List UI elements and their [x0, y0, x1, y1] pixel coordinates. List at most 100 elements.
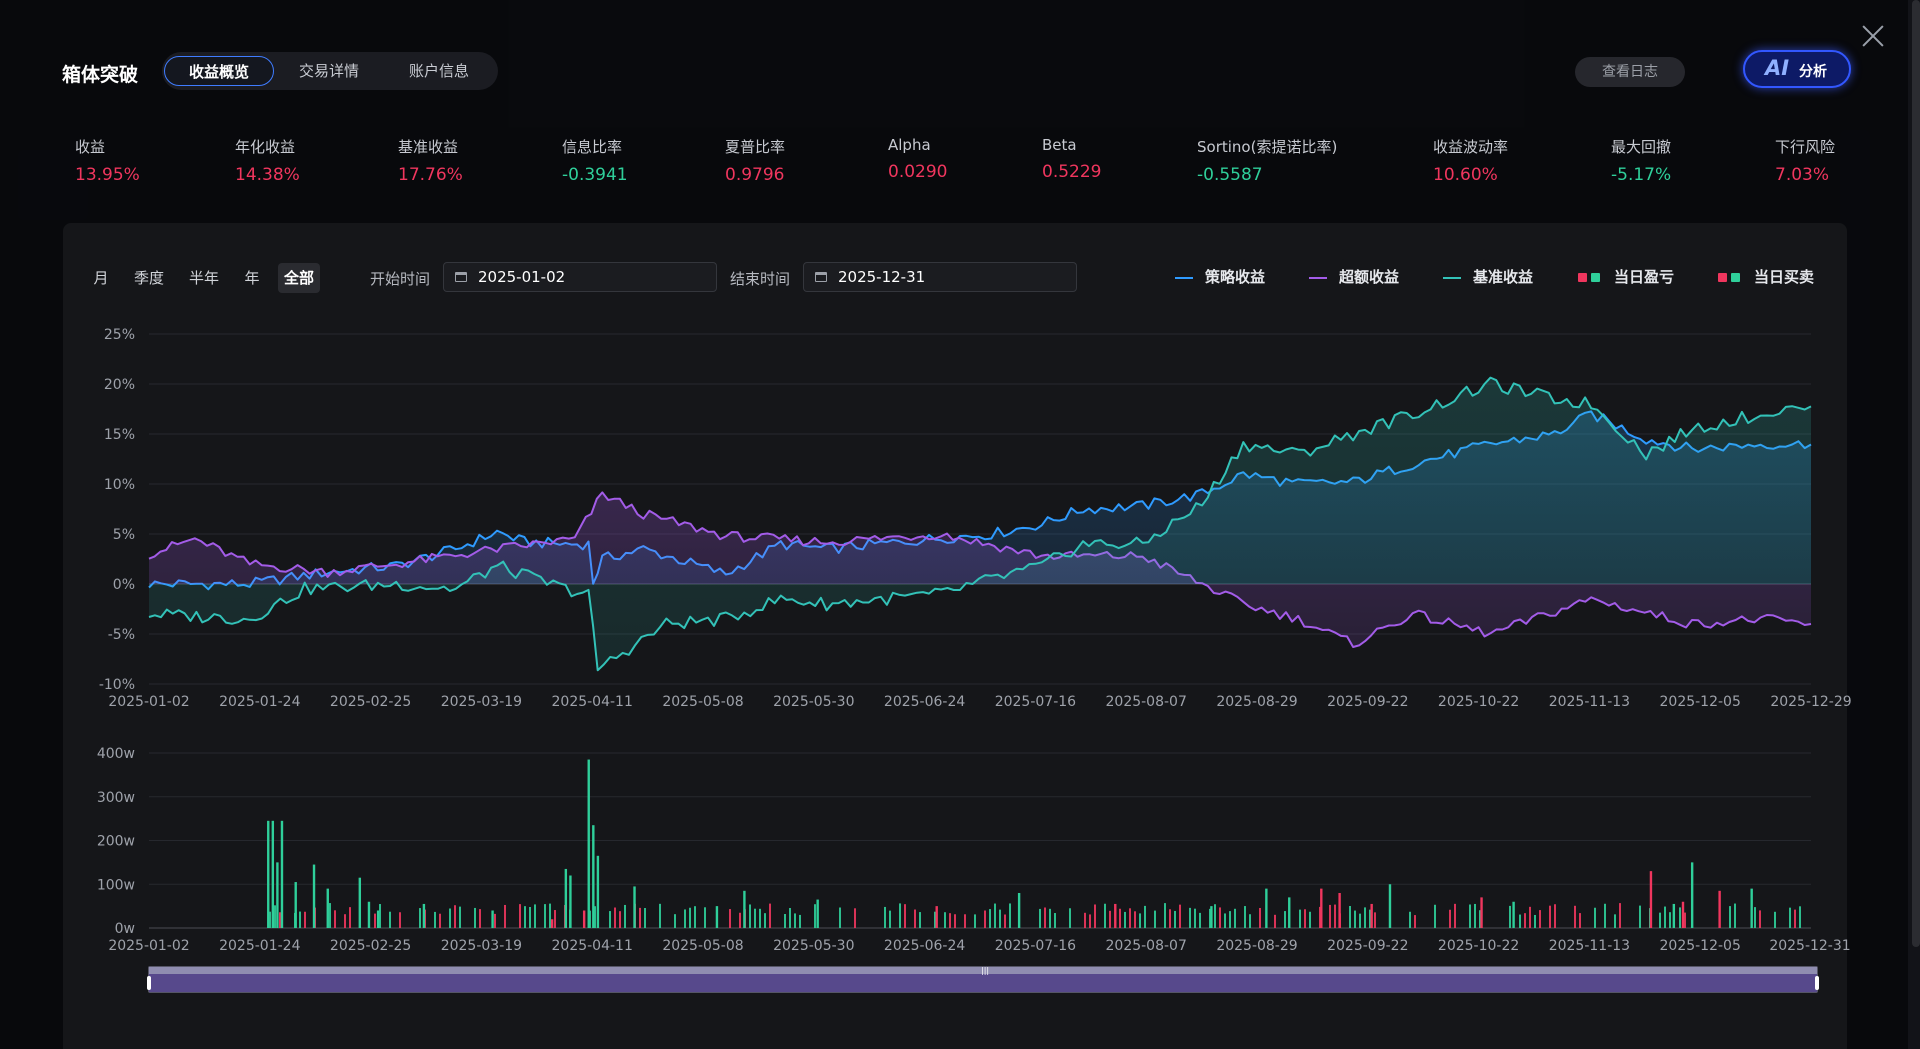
- metric-value: 7.03%: [1775, 165, 1830, 185]
- down-swatch: [1731, 273, 1740, 282]
- daily-bar: [999, 909, 1001, 928]
- trade-bar: [715, 906, 719, 928]
- x-tick-label: 2025-11-13: [1549, 938, 1630, 954]
- daily-bar: [789, 908, 791, 928]
- x-tick-label: 2025-12-29: [1770, 694, 1851, 710]
- period-quarter[interactable]: 季度: [133, 269, 164, 287]
- daily-bar: [1164, 903, 1166, 928]
- legend-excess-return[interactable]: 超额收益: [1309, 266, 1399, 288]
- trade-bar: [582, 910, 586, 928]
- daily-bar: [1734, 903, 1736, 928]
- daily-bar: [1009, 903, 1011, 928]
- metric-value: -0.5587: [1197, 165, 1263, 185]
- metric-beta: Beta 0.5229: [1042, 136, 1101, 182]
- daily-bar: [839, 907, 841, 928]
- daily-bar: [934, 911, 936, 928]
- trade-bar: [1017, 893, 1021, 928]
- daily-bar: [1244, 906, 1246, 928]
- legend-benchmark-return[interactable]: 基准收益: [1443, 266, 1533, 288]
- metric-downside-risk: 下行风险 7.03%: [1775, 136, 1835, 185]
- daily-bar: [884, 906, 886, 928]
- x-tick-label: 2025-09-22: [1327, 938, 1408, 954]
- daily-bar: [1664, 906, 1666, 928]
- ai-analysis-button[interactable]: AI 分析: [1743, 50, 1851, 88]
- daily-bar: [1364, 907, 1366, 928]
- metric-value: 17.76%: [398, 165, 463, 185]
- daily-bar: [684, 909, 686, 928]
- metric-benchmark-return: 基准收益 17.76%: [398, 136, 463, 185]
- daily-bar: [1179, 904, 1181, 928]
- daily-bar: [1754, 907, 1756, 928]
- daily-bar: [1409, 911, 1411, 928]
- daily-bar: [1774, 911, 1776, 928]
- legend-daily-pnl[interactable]: 当日盈亏: [1578, 266, 1674, 288]
- x-tick-label: 2025-02-25: [330, 694, 411, 710]
- daily-bar: [1124, 911, 1126, 928]
- end-date-input[interactable]: 2025-12-31: [803, 262, 1077, 292]
- metric-sortino-ratio: Sortino(索提诺比率) -0.5587: [1197, 136, 1337, 185]
- slider-right-handle[interactable]: [1815, 976, 1819, 990]
- data-zoom-slider[interactable]: |||: [147, 966, 1819, 993]
- daily-bar: [1139, 913, 1141, 928]
- daily-bar: [1134, 911, 1136, 928]
- period-year[interactable]: 年: [244, 269, 260, 287]
- daily-bar: [1639, 905, 1641, 928]
- legend-label: 超额收益: [1339, 268, 1400, 286]
- daily-bar: [449, 908, 451, 928]
- daily-bar: [1309, 911, 1311, 928]
- daily-bar: [1319, 906, 1321, 928]
- metric-value: 13.95%: [75, 165, 140, 185]
- daily-bar: [1259, 907, 1261, 928]
- daily-bar: [1284, 911, 1286, 928]
- daily-bar: [1119, 908, 1121, 928]
- view-log-button[interactable]: 查看日志: [1575, 57, 1685, 87]
- tab-account-info[interactable]: 账户信息: [408, 62, 469, 80]
- x-tick-label: 2025-08-29: [1216, 938, 1297, 954]
- legend-label: 当日买卖: [1754, 268, 1815, 286]
- daily-bar: [1554, 904, 1556, 928]
- grip-icon: |||: [981, 966, 990, 975]
- tab-overview[interactable]: 收益概览: [164, 56, 274, 86]
- metric-sharpe-ratio: 夏普比率 0.9796: [725, 136, 785, 185]
- metric-information-ratio: 信息比率 -0.3941: [562, 136, 628, 185]
- daily-bar: [1529, 906, 1531, 928]
- period-half-year[interactable]: 半年: [188, 269, 219, 287]
- daily-bar: [544, 904, 546, 928]
- daily-bar: [614, 907, 616, 928]
- legend-daily-trades[interactable]: 当日买卖: [1718, 266, 1814, 288]
- legend-strategy-return[interactable]: 策略收益: [1175, 266, 1265, 288]
- metric-value: 0.0290: [888, 162, 948, 182]
- daily-bar: [379, 904, 381, 928]
- daily-bar: [1084, 912, 1086, 928]
- page-scrollbar[interactable]: [1912, 0, 1920, 947]
- x-tick-label: 2025-12-05: [1660, 694, 1741, 710]
- daily-bar: [1509, 905, 1511, 928]
- daily-bar: [1169, 909, 1171, 928]
- x-tick-label: 2025-01-24: [219, 694, 300, 710]
- excess-return-line: [148, 491, 1812, 648]
- daily-bar: [1229, 911, 1231, 928]
- daily-bar: [1474, 903, 1476, 928]
- metric-value: 14.38%: [235, 165, 300, 185]
- x-tick-label: 2025-09-22: [1327, 694, 1408, 710]
- metric-label: 年化收益: [235, 138, 296, 156]
- daily-bar: [764, 913, 766, 928]
- daily-bar: [299, 911, 301, 928]
- period-month[interactable]: 月: [93, 269, 109, 287]
- line-swatch: [1175, 276, 1193, 279]
- period-all[interactable]: 全部: [278, 263, 320, 293]
- daily-bar: [644, 908, 646, 928]
- start-date-input[interactable]: 2025-01-02: [443, 262, 717, 292]
- x-tick-label: 2025-10-22: [1438, 694, 1519, 710]
- metric-label: 最大回撤: [1611, 138, 1672, 156]
- metric-label: 收益波动率: [1433, 138, 1509, 156]
- slider-left-handle[interactable]: [147, 976, 151, 990]
- daily-bar: [389, 911, 391, 928]
- daily-bar: [1299, 909, 1301, 928]
- trade-bar: [1265, 888, 1268, 928]
- daily-bar: [1349, 906, 1351, 928]
- strategy-title: 箱体突破: [62, 64, 139, 86]
- daily-bar: [889, 910, 891, 928]
- tab-trade-details[interactable]: 交易详情: [298, 62, 359, 80]
